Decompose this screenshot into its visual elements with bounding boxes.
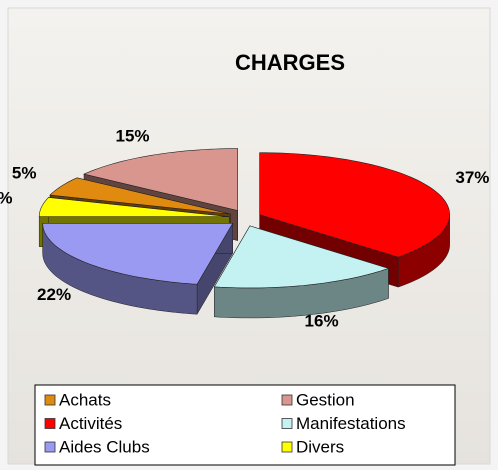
- legend-swatch: [281, 418, 293, 429]
- legend-label: Gestion: [296, 390, 355, 409]
- legend-label: Divers: [296, 437, 344, 456]
- slice-top: [259, 152, 451, 258]
- data-label: 5%: [0, 188, 13, 207]
- data-label: 5%: [12, 163, 37, 182]
- data-label: 37%: [455, 168, 489, 187]
- data-label: 16%: [305, 311, 339, 330]
- slice: [213, 224, 390, 319]
- legend-swatch: [281, 441, 293, 453]
- data-label: 22%: [37, 285, 71, 304]
- legend-label: Achats: [59, 390, 111, 409]
- legend-swatch: [44, 394, 56, 406]
- slice-top: [49, 177, 231, 215]
- chart-title: CHARGES: [235, 50, 345, 75]
- legend-swatch: [44, 441, 56, 453]
- legend-box: [34, 384, 456, 466]
- legend-swatch: [44, 418, 56, 429]
- slice-top: [213, 225, 390, 289]
- slice-top: [83, 148, 238, 211]
- slice-top: [42, 223, 234, 285]
- legend-swatch: [281, 394, 293, 406]
- slice-top: [38, 197, 230, 217]
- data-label: 15%: [115, 127, 149, 146]
- legend-label: Aides Clubs: [59, 437, 150, 456]
- legend-label: Activités: [59, 414, 122, 433]
- slice: [42, 222, 234, 316]
- legend-label: Manifestations: [296, 414, 406, 433]
